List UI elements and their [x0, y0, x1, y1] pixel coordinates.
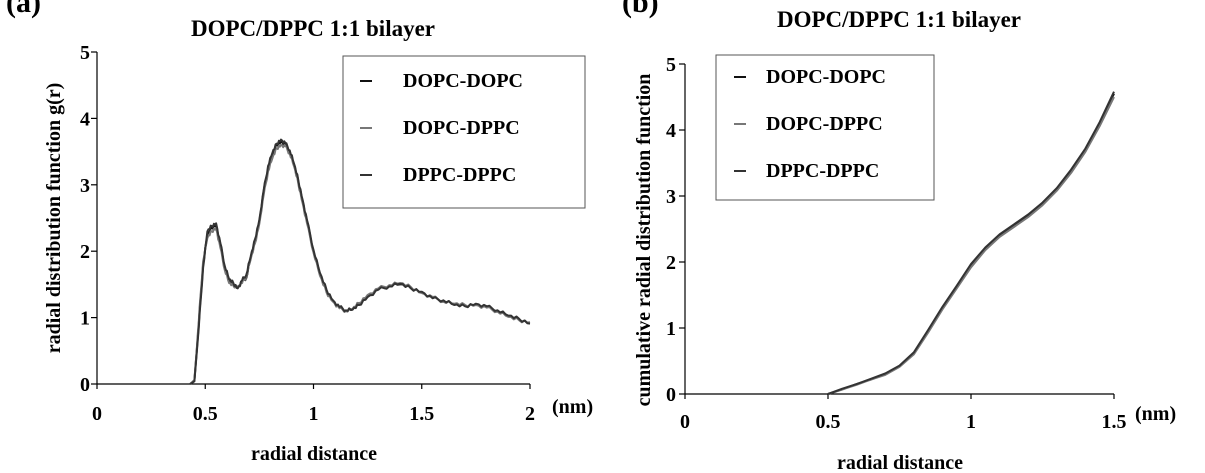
x-tick-label-b-3: 1.5 — [1102, 411, 1127, 433]
y-tick-label-a-4: 4 — [80, 108, 90, 130]
y-tick-label-b-3: 3 — [666, 186, 676, 208]
x-unit-b: (nm) — [1135, 403, 1176, 425]
panel-a-label: (a) — [6, 0, 41, 19]
ticks-b: 0 1 2 3 4 5 0 0.5 1 1.5 — [666, 54, 1127, 433]
x-tick-label-a-0: 0 — [92, 403, 102, 425]
y-axis-label-b: cumulative radial distribution function — [633, 74, 655, 407]
legend-b: DOPC-DOPC DOPC-DPPC DPPC-DPPC — [734, 66, 886, 182]
chart-panel-a: DOPC/DPPC 1:1 bilayer 0 1 2 3 4 5 0 0.5 1 1.5 2 (n… — [43, 16, 593, 465]
legend-label-b-1: DOPC-DPPC — [766, 113, 883, 135]
x-unit-a: (nm) — [552, 396, 593, 418]
legend-box-a — [342, 55, 586, 209]
legend-label-a-2: DPPC-DPPC — [403, 164, 516, 186]
x-tick-label-a-3: 1.5 — [409, 403, 434, 425]
y-tick-label-a-0: 0 — [80, 374, 90, 396]
y-tick-label-a-3: 3 — [80, 175, 90, 197]
y-tick-label-b-5: 5 — [666, 54, 676, 76]
y-tick-label-a-5: 5 — [80, 42, 90, 64]
chart-title-a: DOPC/DPPC 1:1 bilayer — [191, 16, 435, 41]
y-tick-label-b-0: 0 — [666, 384, 676, 406]
x-tick-label-b-2: 1 — [966, 411, 976, 433]
legend-label-b-0: DOPC-DOPC — [766, 66, 886, 88]
y-tick-label-b-2: 2 — [666, 252, 676, 274]
x-tick-label-b-1: 0.5 — [816, 411, 841, 433]
ticks-a: 0 1 2 3 4 5 0 0.5 1 1.5 2 — [80, 42, 535, 425]
y-tick-label-a-2: 2 — [80, 241, 90, 263]
x-tick-label-a-4: 2 — [525, 403, 535, 425]
panel-b-label: (b) — [622, 0, 659, 19]
y-tick-label-b-4: 4 — [666, 120, 676, 142]
series-lines-b — [827, 91, 1115, 395]
y-tick-label-a-1: 1 — [80, 308, 90, 330]
legend-a: DOPC-DOPC DOPC-DPPC DPPC-DPPC — [360, 70, 523, 186]
series-lines-a — [189, 138, 531, 385]
legend-label-a-1: DOPC-DPPC — [403, 117, 520, 139]
y-axis-label-a: radial distribution function g(r) — [43, 83, 65, 354]
legend-label-b-2: DPPC-DPPC — [766, 160, 879, 182]
x-tick-label-b-0: 0 — [680, 411, 690, 433]
series-line-a-dppc-dppc — [189, 138, 531, 385]
chart-panel-b: DOPC/DPPC 1:1 bilayer 0 1 2 3 4 5 0 0.5 1 1.5 (nm… — [633, 7, 1176, 473]
chart-title-b: DOPC/DPPC 1:1 bilayer — [777, 7, 1021, 32]
legend-box-b — [715, 54, 935, 201]
x-tick-label-a-2: 1 — [309, 403, 319, 425]
x-axis-label-b: radial distance — [837, 452, 963, 473]
y-tick-label-b-1: 1 — [666, 318, 676, 340]
x-tick-label-a-1: 0.5 — [193, 403, 218, 425]
legend-label-a-0: DOPC-DOPC — [403, 70, 523, 92]
x-axis-label-a: radial distance — [251, 443, 377, 465]
series-line-b-dppc-dppc — [827, 91, 1115, 395]
